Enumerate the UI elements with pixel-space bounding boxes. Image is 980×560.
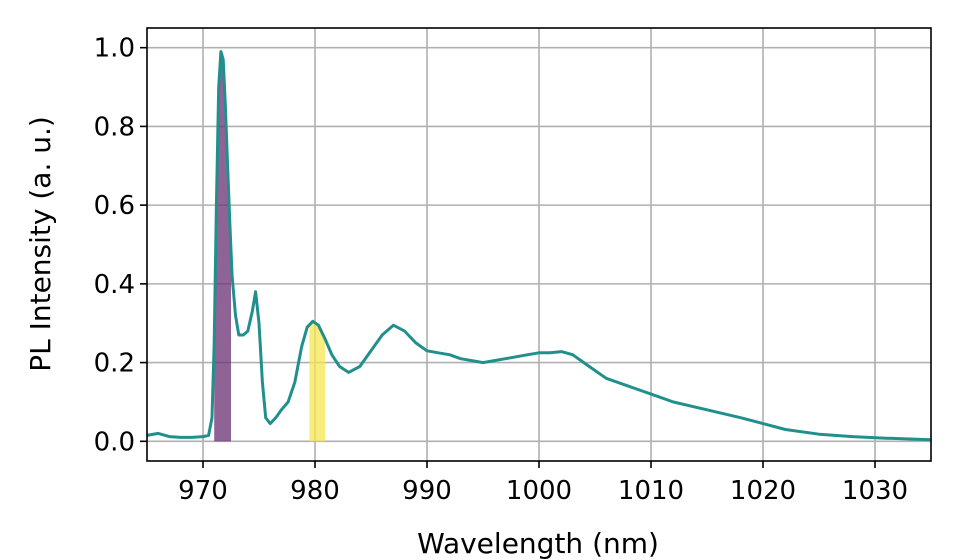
x-axis-title: Wavelength (nm)	[417, 527, 659, 560]
x-tick-label: 990	[402, 476, 452, 506]
x-tick-label: 1020	[730, 476, 796, 506]
y-tick-label: 1.0	[94, 34, 135, 64]
pl-spectrum-line	[146, 50, 932, 442]
y-tick-label: 0.6	[94, 191, 135, 221]
x-tick-label: 980	[290, 476, 340, 506]
x-tick-label: 970	[178, 476, 228, 506]
y-tick-label: 0.8	[94, 112, 135, 142]
y-tick-label: 0.2	[94, 349, 135, 379]
y-axis-title: PL Intensity (a. u.)	[24, 116, 57, 372]
series-lines	[146, 50, 932, 442]
y-tick-label: 0.0	[94, 427, 135, 457]
x-tick-label: 1000	[506, 476, 572, 506]
x-tick-label: 1010	[618, 476, 684, 506]
x-axis-ticks: 970 980 990 1000 1010 1020 1030	[178, 461, 908, 506]
y-tick-label: 0.4	[94, 270, 135, 300]
highlight-band	[309, 321, 326, 442]
x-tick-label: 1030	[842, 476, 908, 506]
y-axis-ticks: 0.0 0.2 0.4 0.6 0.8 1.0	[94, 34, 147, 457]
grid-lines	[147, 28, 931, 461]
